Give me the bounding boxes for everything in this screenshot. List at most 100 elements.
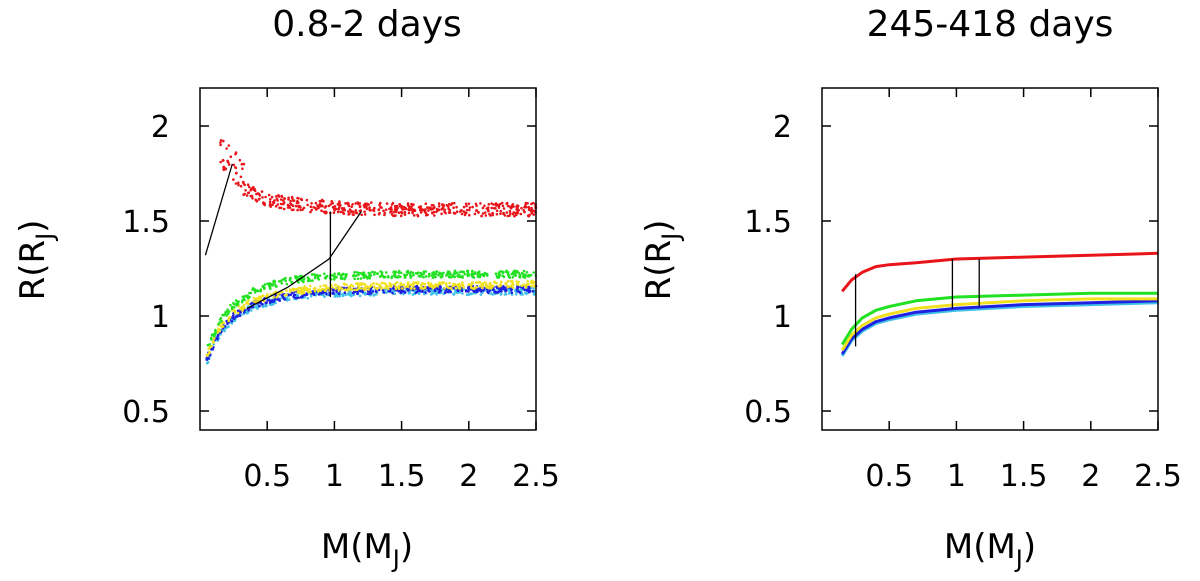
data-point	[416, 213, 419, 217]
data-point	[393, 283, 396, 286]
data-point	[413, 287, 416, 290]
data-point	[232, 314, 235, 318]
data-point	[273, 297, 277, 301]
data-point	[279, 202, 283, 206]
data-point	[371, 270, 374, 274]
data-point	[526, 282, 529, 286]
data-point	[427, 206, 431, 210]
x-tick-label: 2	[1081, 459, 1100, 494]
data-point	[430, 285, 433, 288]
data-point	[417, 289, 420, 293]
data-point	[423, 285, 427, 289]
data-point	[289, 202, 292, 205]
data-point	[441, 275, 444, 278]
data-point	[295, 296, 299, 300]
data-point	[269, 287, 272, 291]
data-point	[481, 212, 485, 215]
data-point	[230, 307, 234, 311]
data-point	[490, 206, 494, 210]
data-point	[381, 288, 385, 292]
data-point	[314, 201, 318, 205]
data-point	[353, 277, 357, 281]
data-point	[403, 205, 406, 209]
data-point	[236, 309, 240, 313]
data-point	[280, 281, 284, 285]
data-point	[482, 274, 486, 278]
data-point	[343, 291, 347, 295]
data-point	[394, 287, 398, 291]
data-point	[424, 270, 428, 273]
data-point	[350, 288, 354, 291]
data-point	[452, 201, 456, 205]
data-point	[268, 285, 271, 288]
data-point	[423, 209, 427, 213]
data-point	[333, 205, 337, 208]
data-point	[283, 197, 286, 200]
data-point	[436, 287, 439, 291]
data-point	[317, 278, 321, 281]
data-point	[508, 209, 512, 213]
data-point	[306, 279, 310, 283]
y-tick-label: 0.5	[744, 395, 792, 430]
data-point	[404, 286, 407, 289]
data-point	[292, 208, 295, 212]
data-point	[467, 286, 471, 289]
data-point	[464, 290, 468, 293]
data-point	[221, 158, 225, 162]
data-point	[394, 285, 398, 288]
data-point	[506, 285, 510, 288]
data-point	[453, 271, 456, 275]
data-point	[323, 206, 327, 209]
data-point	[443, 208, 447, 211]
data-point	[526, 289, 529, 292]
data-point	[515, 293, 518, 296]
x-tick-label: 1	[325, 459, 344, 494]
data-point	[506, 272, 510, 275]
data-point	[468, 208, 471, 212]
data-point	[478, 275, 482, 279]
data-point	[276, 293, 280, 296]
data-point	[387, 289, 391, 293]
data-point	[338, 204, 342, 208]
data-point	[404, 273, 407, 277]
ticks-left: 0.5 1 1.5 2 2.5 0.5 1 1.5 2	[122, 88, 560, 494]
data-point	[239, 184, 243, 188]
data-point	[243, 298, 246, 301]
data-point	[397, 271, 401, 275]
reference-line	[246, 211, 362, 309]
data-point	[322, 293, 325, 297]
data-point	[511, 276, 515, 279]
data-point	[273, 199, 276, 202]
data-point	[210, 345, 213, 348]
data-point	[520, 271, 524, 275]
data-point	[368, 209, 372, 212]
data-point	[461, 281, 464, 284]
data-point	[289, 199, 292, 203]
data-point	[412, 273, 415, 277]
data-point	[211, 340, 215, 344]
data-point	[483, 211, 487, 214]
data-point	[421, 282, 425, 285]
data-point	[446, 273, 450, 276]
data-point	[284, 276, 287, 280]
data-point	[272, 296, 276, 299]
data-point	[216, 337, 219, 341]
data-point	[382, 281, 386, 285]
data-point	[470, 282, 473, 286]
data-point	[335, 290, 338, 294]
data-point	[394, 281, 398, 285]
data-point	[499, 283, 503, 286]
data-point	[385, 291, 389, 294]
data-point	[247, 309, 250, 312]
data-point	[296, 200, 299, 203]
data-point	[242, 310, 246, 314]
data-point	[510, 283, 514, 287]
data-point	[520, 206, 523, 210]
data-point	[495, 285, 498, 289]
data-point	[232, 163, 236, 167]
data-point	[412, 281, 415, 284]
data-point	[358, 289, 362, 293]
data-point	[220, 325, 224, 329]
data-point	[497, 284, 501, 288]
data-point	[368, 206, 371, 209]
